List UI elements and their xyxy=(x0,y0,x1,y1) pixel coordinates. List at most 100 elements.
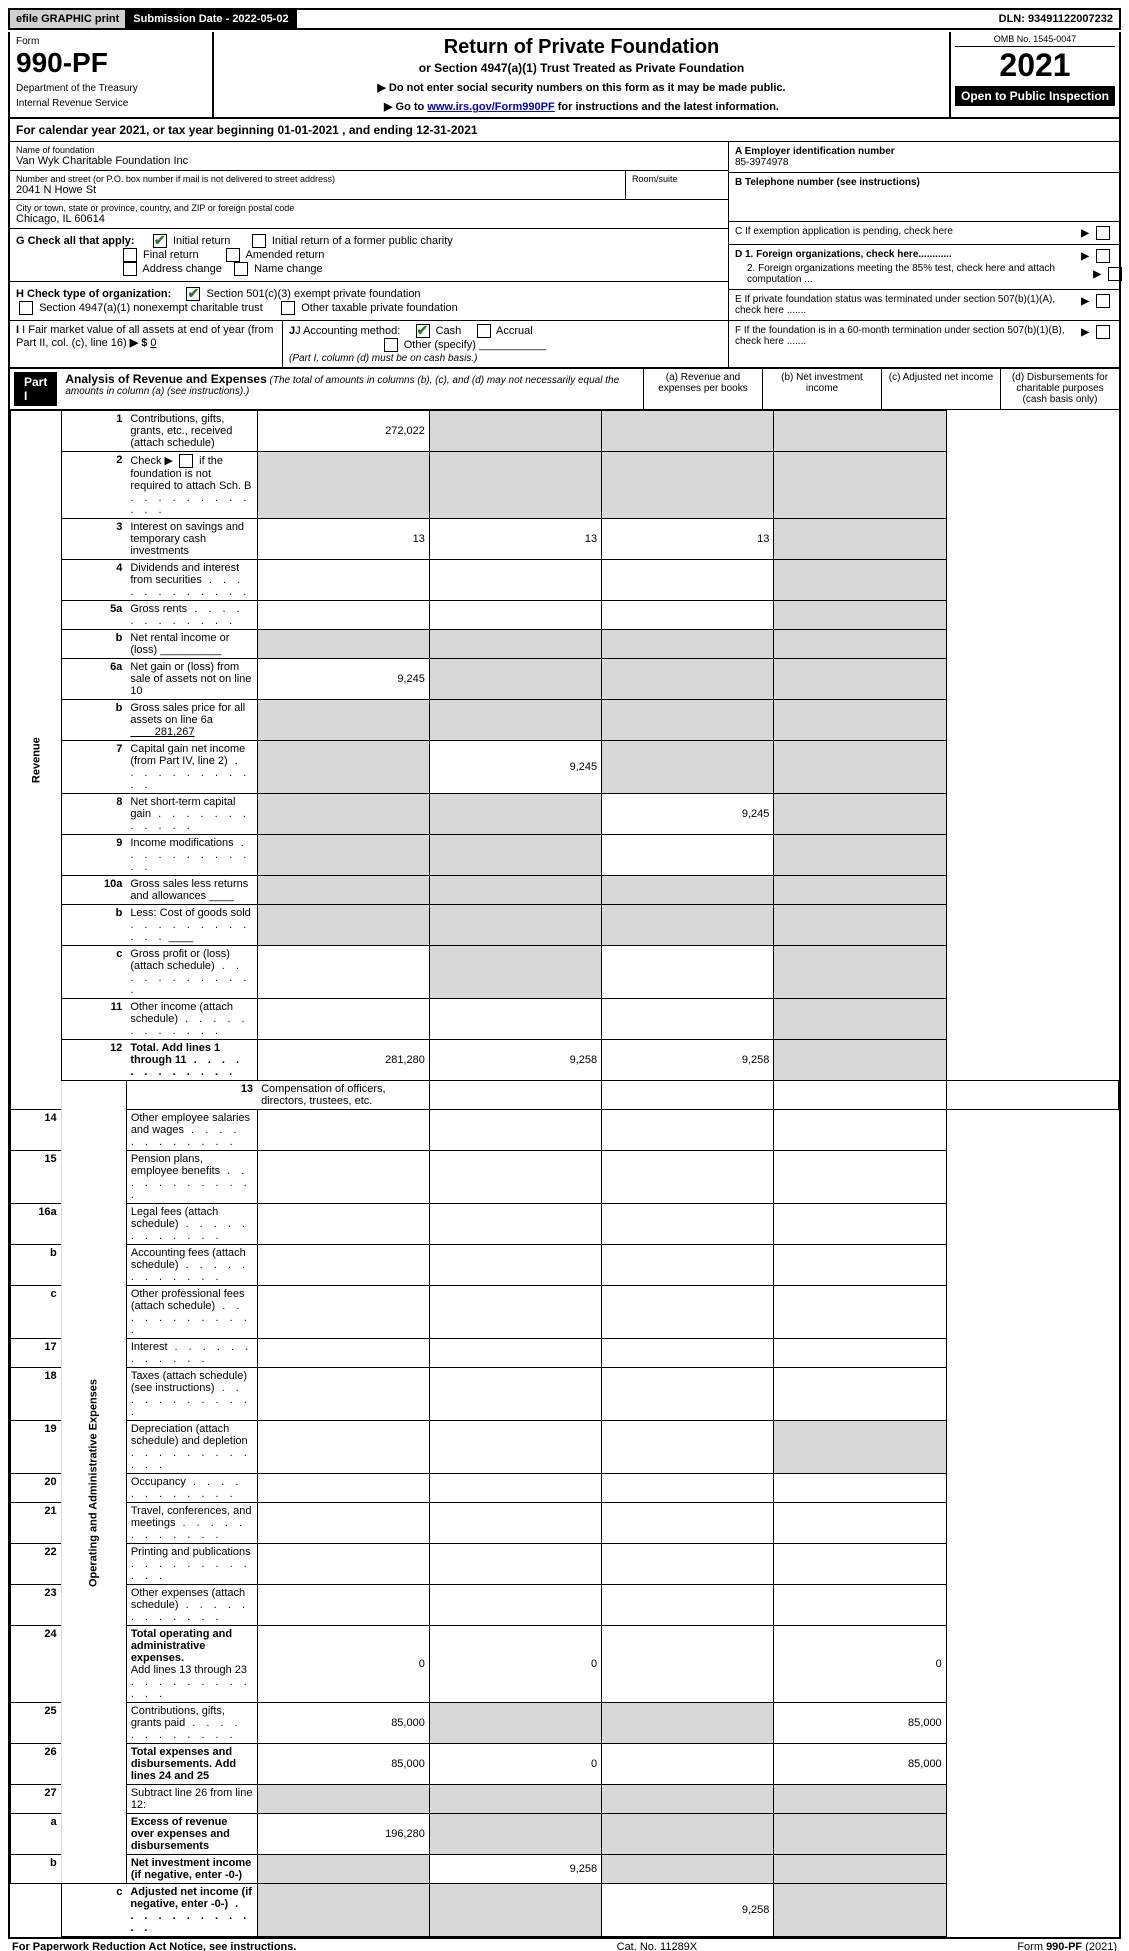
v1a: 272,022 xyxy=(257,411,429,452)
v26d: 85,000 xyxy=(774,1744,946,1785)
check-f[interactable] xyxy=(1096,325,1110,339)
revenue-side-label: Revenue xyxy=(11,411,62,1110)
table-row: cAdjusted net income (if negative, enter… xyxy=(11,1884,1119,1937)
table-row: 11Other income (attach schedule) xyxy=(11,999,1119,1040)
efile-label[interactable]: efile GRAPHIC print xyxy=(10,10,127,28)
room-cell: Room/suite xyxy=(626,171,728,199)
row-5a: Gross rents xyxy=(126,601,257,630)
row-27: Subtract line 26 from line 12: xyxy=(126,1785,257,1814)
table-row: 9Income modifications xyxy=(11,835,1119,876)
table-row: 21Travel, conferences, and meetings xyxy=(11,1503,1119,1544)
table-row: cGross profit or (loss) (attach schedule… xyxy=(11,946,1119,999)
check-c[interactable] xyxy=(1096,226,1110,240)
row-9: Income modifications xyxy=(126,835,257,876)
v3c: 13 xyxy=(602,519,774,560)
v25a: 85,000 xyxy=(257,1703,429,1744)
row-23: Other expenses (attach schedule) xyxy=(126,1585,257,1626)
v24a: 0 xyxy=(257,1626,429,1703)
r2-pre: Check ▶ xyxy=(130,455,176,467)
section-g: G Check all that apply: Initial return I… xyxy=(10,229,728,282)
j-cash: Cash xyxy=(436,325,462,337)
check-other-method[interactable] xyxy=(384,338,398,352)
table-row: 2 Check ▶ if the foundation is not requi… xyxy=(11,452,1119,519)
v25d: 85,000 xyxy=(774,1703,946,1744)
table-row: 10aGross sales less returns and allowanc… xyxy=(11,876,1119,905)
table-row: 18Taxes (attach schedule) (see instructi… xyxy=(11,1368,1119,1421)
i-value: 0 xyxy=(150,337,156,349)
table-row: 12Total. Add lines 1 through 11 281,280 … xyxy=(11,1040,1119,1081)
row-21: Travel, conferences, and meetings xyxy=(126,1503,257,1544)
v7b: 9,245 xyxy=(429,741,601,794)
form-header: Form 990-PF Department of the Treasury I… xyxy=(8,32,1121,119)
instr-pre: ▶ Go to xyxy=(384,101,427,113)
f-label: F If the foundation is in a 60-month ter… xyxy=(735,325,1075,347)
check-name[interactable] xyxy=(234,262,248,276)
addr-cell: Number and street (or P.O. box number if… xyxy=(10,171,626,199)
table-row: 24 Total operating and administrative ex… xyxy=(11,1626,1119,1703)
table-row: 25Contributions, gifts, grants paid 85,0… xyxy=(11,1703,1119,1744)
g-amended: Amended return xyxy=(246,249,325,261)
check-initial-former[interactable] xyxy=(252,234,266,248)
header-right: OMB No. 1545-0047 2021 Open to Public In… xyxy=(949,32,1119,117)
form-title: Return of Private Foundation xyxy=(224,36,939,59)
check-d1[interactable] xyxy=(1096,249,1110,263)
row-5b: Net rental income or (loss) __________ xyxy=(126,630,257,659)
check-amended[interactable] xyxy=(226,248,240,262)
g-name: Name change xyxy=(254,263,323,275)
check-501c3[interactable] xyxy=(186,287,200,301)
check-address[interactable] xyxy=(123,262,137,276)
v27b: 9,258 xyxy=(429,1855,601,1884)
row-22: Printing and publications xyxy=(126,1544,257,1585)
col-c-header: (c) Adjusted net income xyxy=(881,369,1000,409)
check-other-taxable[interactable] xyxy=(281,301,295,315)
row-3: Interest on savings and temporary cash i… xyxy=(126,519,257,560)
name-cell: Name of foundation Van Wyk Charitable Fo… xyxy=(10,142,728,171)
table-row: Revenue 1Contributions, gifts, grants, e… xyxy=(11,411,1119,452)
row-6b: Gross sales price for all assets on line… xyxy=(126,700,257,741)
top-bar: efile GRAPHIC print Submission Date - 20… xyxy=(8,8,1121,30)
row-4: Dividends and interest from securities xyxy=(126,560,257,601)
v3a: 13 xyxy=(257,519,429,560)
check-final[interactable] xyxy=(123,248,137,262)
row-14: Other employee salaries and wages xyxy=(126,1110,257,1151)
j-accrual: Accrual xyxy=(496,325,533,337)
c-label: C If exemption application is pending, c… xyxy=(735,226,953,237)
v27a: 196,280 xyxy=(257,1814,429,1855)
check-e[interactable] xyxy=(1096,294,1110,308)
part1-label: Part I xyxy=(14,372,57,406)
v12b: 9,258 xyxy=(429,1040,601,1081)
table-row: 22Printing and publications xyxy=(11,1544,1119,1585)
table-row: 8Net short-term capital gain 9,245 xyxy=(11,794,1119,835)
part1-block: Part I Analysis of Revenue and Expenses … xyxy=(8,369,1121,1939)
table-row: bAccounting fees (attach schedule) xyxy=(11,1245,1119,1286)
j-note: (Part I, column (d) must be on cash basi… xyxy=(289,353,477,364)
v6b-inline: 281,267 xyxy=(155,726,195,738)
table-row: 20Occupancy xyxy=(11,1474,1119,1503)
v24d: 0 xyxy=(774,1626,946,1703)
j-label: J Accounting method: xyxy=(295,325,400,337)
row-10b: Less: Cost of goods sold ____ xyxy=(126,905,257,946)
check-cash[interactable] xyxy=(416,324,430,338)
row-11: Other income (attach schedule) xyxy=(126,999,257,1040)
city-cell: City or town, state or province, country… xyxy=(10,200,728,229)
check-4947[interactable] xyxy=(19,301,33,315)
col-a-header: (a) Revenue and expenses per books xyxy=(643,369,762,409)
form-number: 990-PF xyxy=(16,47,206,79)
check-initial-return[interactable] xyxy=(153,234,167,248)
row-10a: Gross sales less returns and allowances … xyxy=(126,876,257,905)
arrow-icon: ▶ xyxy=(1081,296,1089,307)
row-8: Net short-term capital gain xyxy=(126,794,257,835)
table-row: 3Interest on savings and temporary cash … xyxy=(11,519,1119,560)
check-schb[interactable] xyxy=(179,454,193,468)
calendar-year: For calendar year 2021, or tax year begi… xyxy=(10,119,1119,142)
table-row: 26Total expenses and disbursements. Add … xyxy=(11,1744,1119,1785)
row-12: Total. Add lines 1 through 11 xyxy=(126,1040,257,1081)
form-subtitle: or Section 4947(a)(1) Trust Treated as P… xyxy=(224,61,939,75)
c-cell: C If exemption application is pending, c… xyxy=(729,222,1119,245)
form-link[interactable]: www.irs.gov/Form990PF xyxy=(427,101,554,113)
check-accrual[interactable] xyxy=(477,324,491,338)
row-26: Total expenses and disbursements. Add li… xyxy=(126,1744,257,1785)
check-d2[interactable] xyxy=(1108,267,1122,281)
v26b: 0 xyxy=(429,1744,601,1785)
row-16a: Legal fees (attach schedule) xyxy=(126,1204,257,1245)
